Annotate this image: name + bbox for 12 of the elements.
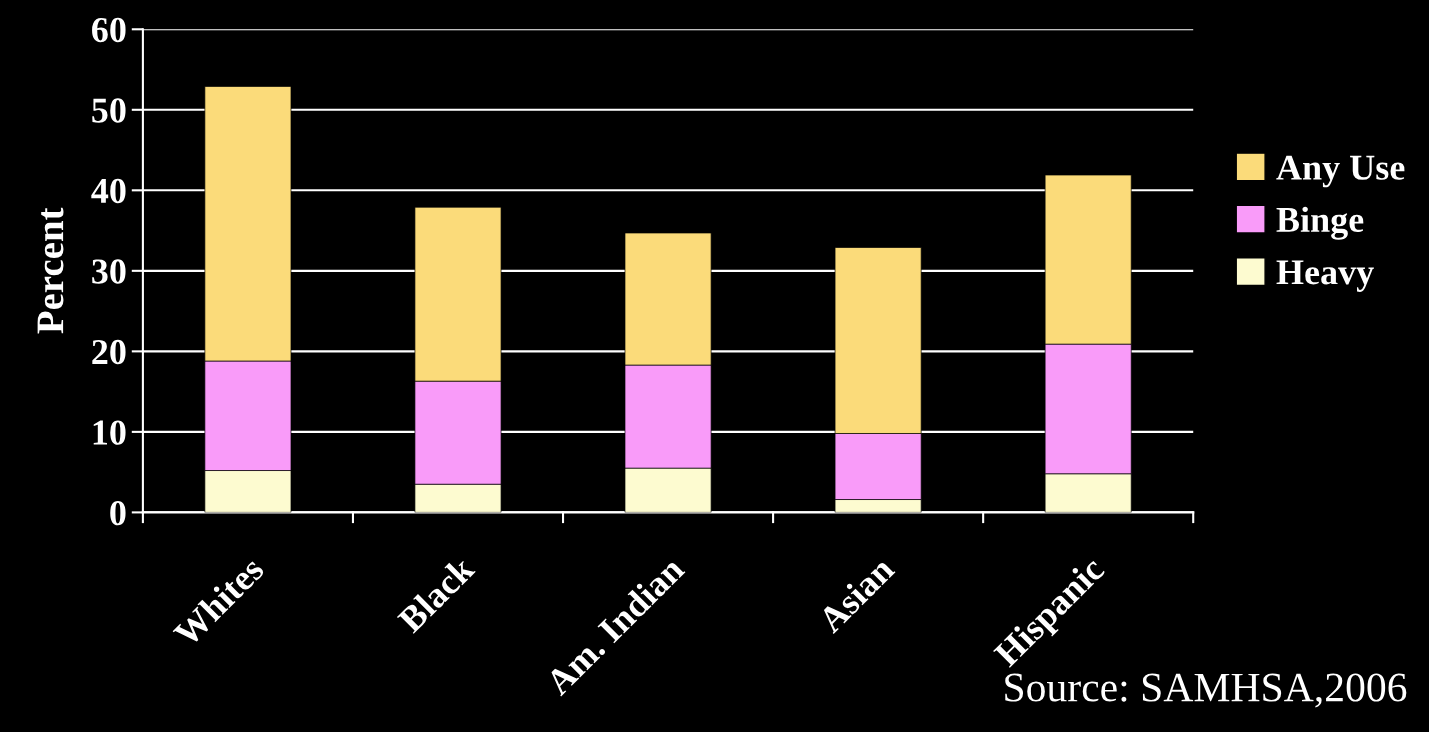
y-axis-title: Percent: [37, 207, 64, 334]
legend-label: Any Use: [1276, 155, 1405, 188]
y-tick-label: 40: [91, 178, 126, 204]
source-note: Source: SAMHSA,2006: [1005, 673, 1407, 708]
legend-label: Heavy: [1276, 260, 1374, 292]
y-tick-label: 60: [92, 17, 126, 43]
y-tick-label: 0: [110, 500, 126, 526]
y-tick-label: 30: [92, 259, 126, 284]
y-tick-label: 20: [92, 339, 126, 365]
legend-label: Binge: [1276, 206, 1364, 240]
y-tick-label: 10: [93, 420, 126, 445]
y-tick-label: 50: [92, 98, 126, 123]
